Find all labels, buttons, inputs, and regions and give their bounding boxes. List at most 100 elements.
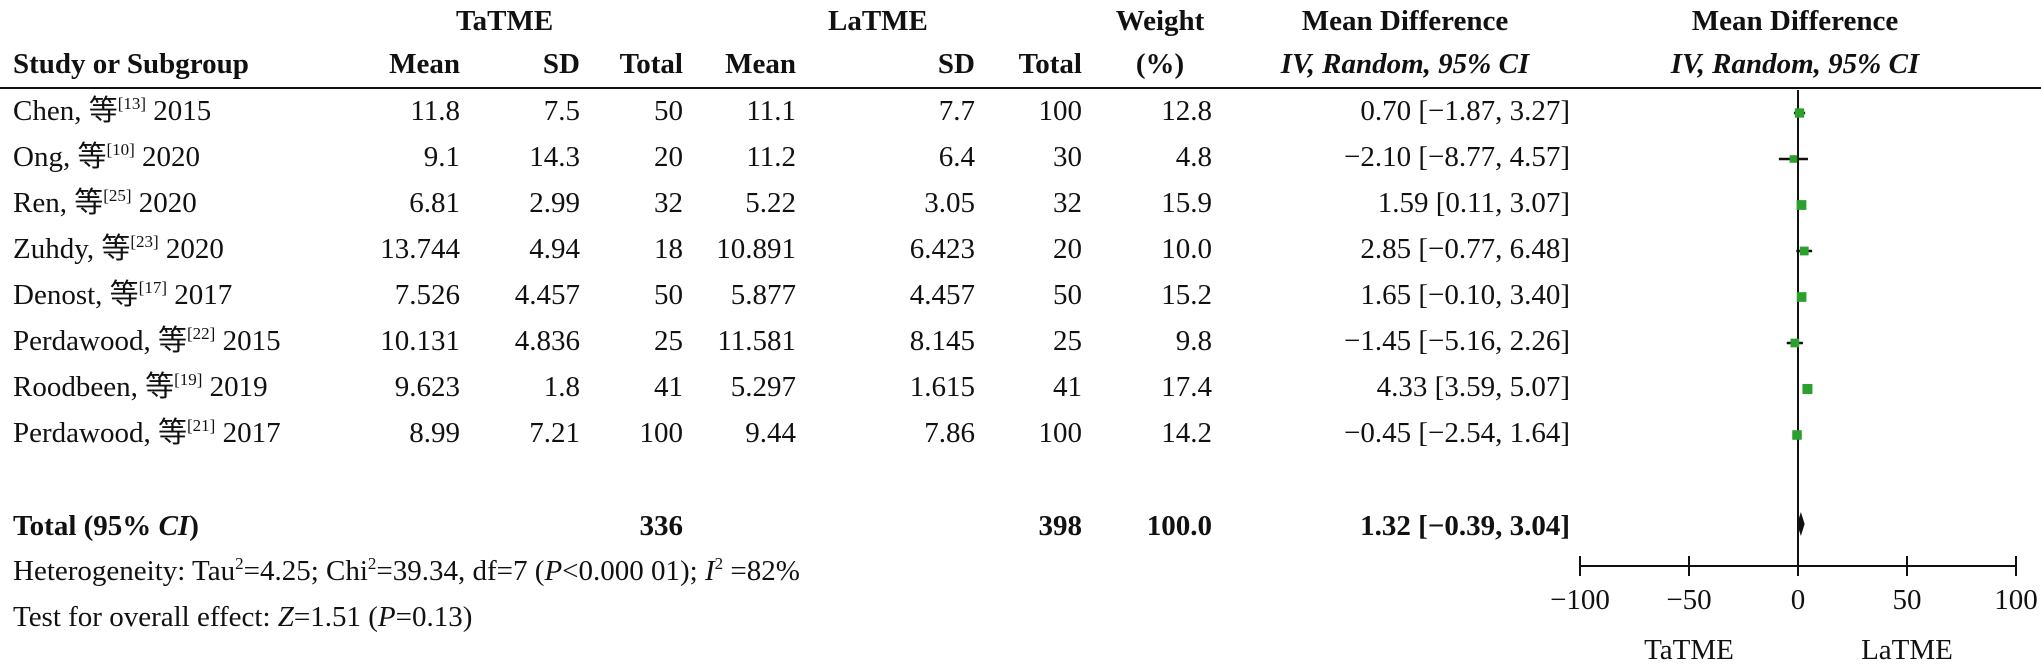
study-label: Roodbeen, 等[19] 2019 xyxy=(13,370,268,403)
het-sup3: 2 xyxy=(714,554,724,573)
ci-cell: 2.85 [−0.77, 6.48] xyxy=(1360,233,1570,265)
total-diamond xyxy=(1797,512,1805,536)
la-total-cell: 100 xyxy=(1038,417,1083,449)
study-effect-square xyxy=(1790,338,1800,348)
total-ta-total: 336 xyxy=(639,510,684,542)
weight-cell: 15.9 xyxy=(1161,187,1212,219)
ta-total-cell: 25 xyxy=(654,325,683,357)
weight-header: Weight xyxy=(1115,5,1205,37)
ta-mean-cell: 7.526 xyxy=(394,279,460,311)
study-effect-square xyxy=(1794,108,1805,118)
total-weight: 100.0 xyxy=(1146,510,1212,542)
md-method-header: IV, Random, 95% CI xyxy=(1280,48,1530,80)
la-mean-cell: 9.44 xyxy=(745,417,796,449)
study-year: 2020 xyxy=(142,141,201,173)
weight-cell: 10.0 xyxy=(1161,233,1212,265)
ta-mean-cell: 11.8 xyxy=(410,95,460,127)
x-tick-label: 50 xyxy=(1893,584,1922,616)
ci-cell: 4.33 [3.59, 5.07] xyxy=(1376,371,1570,403)
la-total-cell: 30 xyxy=(1053,141,1082,173)
study-ref: [22] xyxy=(186,324,216,343)
md-header: Mean Difference xyxy=(1301,5,1509,37)
la-sd-cell: 4.457 xyxy=(909,279,975,311)
study-ref: [17] xyxy=(138,278,167,297)
study-effect-square xyxy=(1799,246,1809,256)
study-ref: [23] xyxy=(130,232,159,251)
ta-total-cell: 100 xyxy=(639,417,684,449)
favours-left-label: TaTME xyxy=(1644,634,1734,666)
study-name: Ren, 等 xyxy=(13,187,104,219)
het-p: P xyxy=(544,555,563,587)
total-label-ci: CI xyxy=(158,510,190,542)
study-header: Study or Subgroup xyxy=(13,48,249,80)
x-tick-label: 0 xyxy=(1791,584,1806,616)
ta-sd-cell: 7.21 xyxy=(529,417,580,449)
la-total-cell: 50 xyxy=(1053,279,1082,311)
la-mean-cell: 11.581 xyxy=(717,325,796,357)
ta-mean-cell: 6.81 xyxy=(409,187,460,219)
x-tick-label: −50 xyxy=(1666,584,1711,616)
ta-sd-cell: 4.457 xyxy=(514,279,580,311)
la-mean-cell: 5.877 xyxy=(730,279,796,311)
la-total-header: Total xyxy=(1018,48,1082,80)
study-label: Perdawood, 等[21] 2017 xyxy=(13,417,281,449)
ta-mean-cell: 8.99 xyxy=(409,417,460,449)
la-sd-cell: 1.615 xyxy=(909,371,975,403)
ta-mean-cell: 10.131 xyxy=(380,325,460,357)
header-rule xyxy=(0,87,2041,89)
study-year: 2017 xyxy=(222,417,281,449)
la-mean-cell: 5.22 xyxy=(745,187,796,219)
overall-z: Z xyxy=(277,601,294,633)
study-effect-square xyxy=(1796,292,1807,302)
la-total-cell: 25 xyxy=(1053,325,1082,357)
study-ref: [25] xyxy=(103,186,132,205)
total-la-total: 398 xyxy=(1038,510,1083,542)
weight-cell: 9.8 xyxy=(1175,325,1212,357)
study-ref: [19] xyxy=(174,370,203,389)
la-sd-cell: 6.423 xyxy=(909,233,975,265)
ta-mean-cell: 9.1 xyxy=(423,141,460,173)
study-year: 2020 xyxy=(165,233,224,265)
het-part1: Heterogeneity: Tau xyxy=(13,555,236,587)
ta-mean-cell: 9.623 xyxy=(394,371,460,403)
het-sup1: 2 xyxy=(235,554,244,573)
la-sd-cell: 3.05 xyxy=(924,187,975,219)
het-sup2: 2 xyxy=(367,554,377,573)
study-year: 2020 xyxy=(138,187,197,219)
overall-p: P xyxy=(377,601,396,633)
study-year: 2017 xyxy=(174,279,233,311)
la-mean-cell: 5.297 xyxy=(730,371,796,403)
study-year: 2015 xyxy=(222,325,281,357)
ta-total-header: Total xyxy=(619,48,683,80)
weight-unit-header: (%) xyxy=(1135,48,1185,80)
study-name: Perdawood, 等 xyxy=(13,417,187,449)
ta-total-cell: 50 xyxy=(654,279,683,311)
la-total-cell: 41 xyxy=(1053,371,1082,403)
group-header-latme: LaTME xyxy=(828,5,928,37)
study-label: Zuhdy, 等[23] 2020 xyxy=(13,232,224,265)
ta-sd-cell: 4.94 xyxy=(529,233,580,265)
study-effect-square xyxy=(1789,155,1798,163)
la-sd-cell: 7.7 xyxy=(938,95,975,127)
study-name: Perdawood, 等 xyxy=(13,325,187,357)
study-name: Denost, 等 xyxy=(13,279,139,311)
la-sd-header: SD xyxy=(937,48,975,80)
ta-sd-cell: 2.99 xyxy=(529,187,580,219)
ci-cell: 1.59 [0.11, 3.07] xyxy=(1377,187,1570,219)
ta-sd-cell: 7.5 xyxy=(543,95,580,127)
study-effect-square xyxy=(1802,384,1813,394)
total-label: Total (95% CI) xyxy=(13,512,199,541)
ta-total-cell: 50 xyxy=(654,95,683,127)
la-total-cell: 100 xyxy=(1038,95,1083,127)
study-name: Chen, 等 xyxy=(13,95,118,127)
study-name: Roodbeen, 等 xyxy=(13,371,175,403)
x-tick-label: 100 xyxy=(1994,584,2038,616)
la-mean-cell: 10.891 xyxy=(716,233,796,265)
study-year: 2015 xyxy=(153,95,212,127)
plot-method-header: IV, Random, 95% CI xyxy=(1670,48,1920,80)
study-ref: [13] xyxy=(117,94,147,113)
ta-sd-cell: 4.836 xyxy=(514,325,580,357)
la-total-cell: 32 xyxy=(1053,187,1082,219)
het-part4: <0.000 01); xyxy=(562,555,705,587)
het-part2: =4.25; Chi xyxy=(243,555,368,587)
